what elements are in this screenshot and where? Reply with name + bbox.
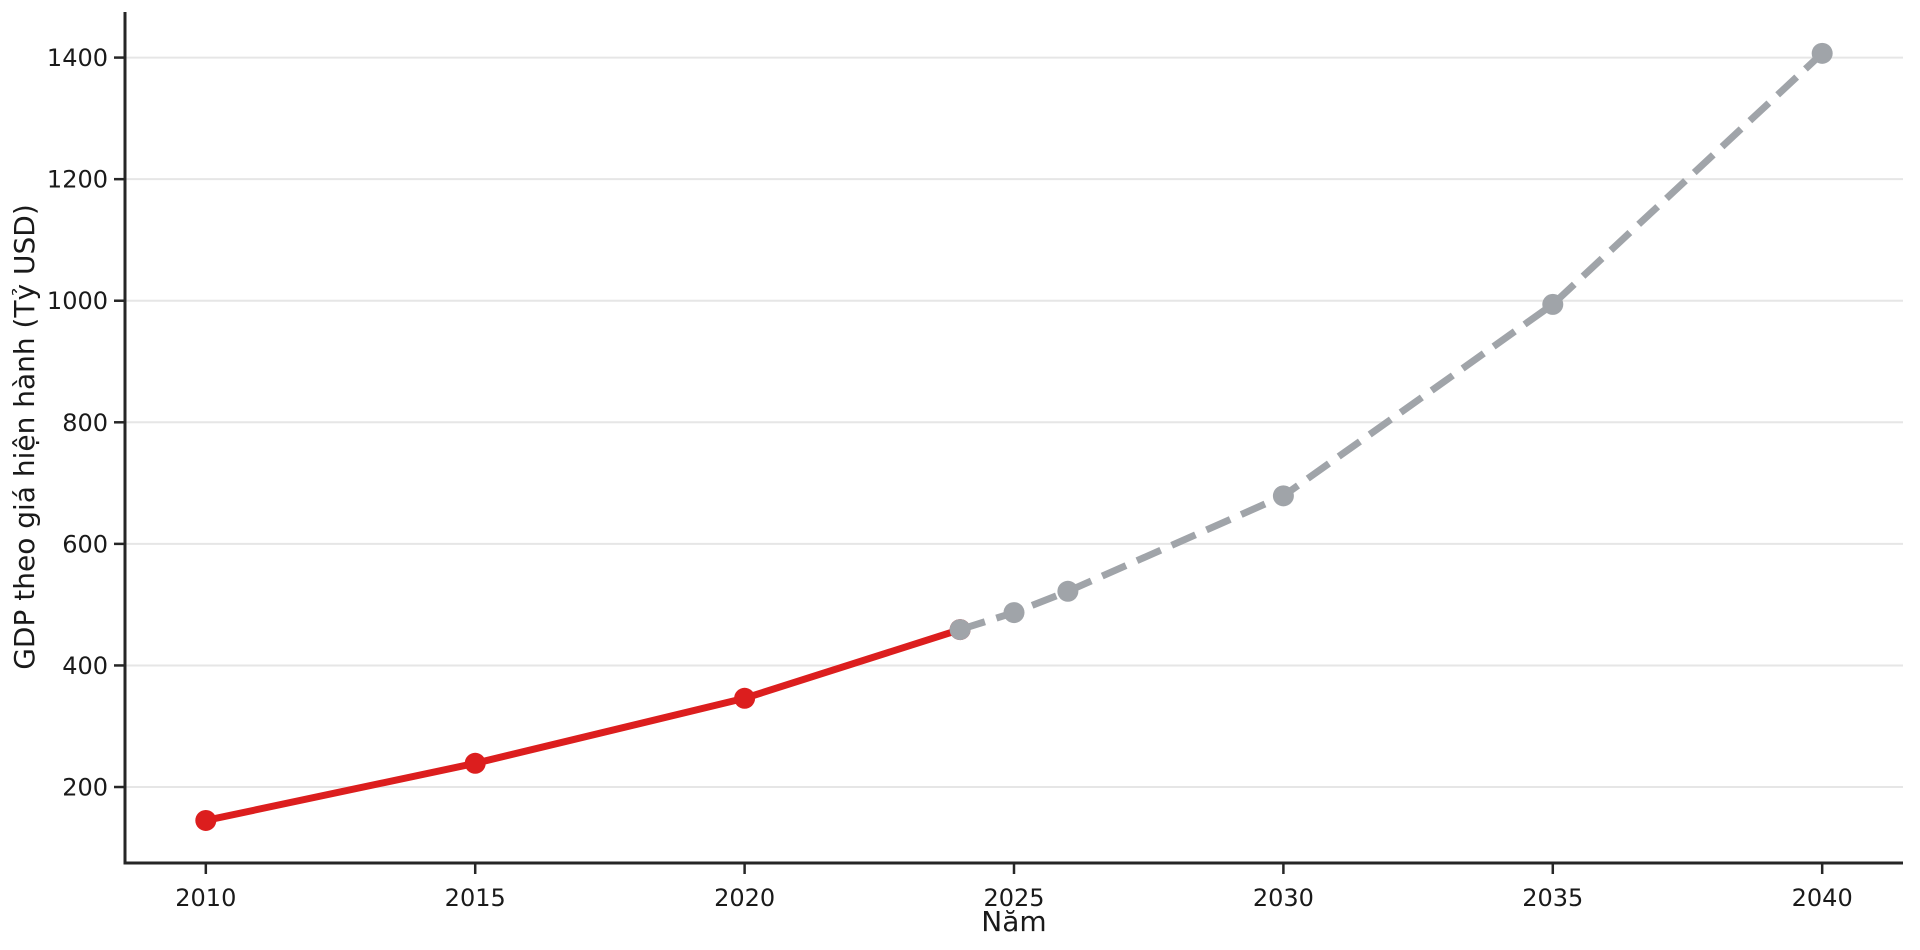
y-axis-label: GDP theo giá hiện hành (Tỷ USD) (8, 204, 41, 670)
historical-point-2010 (195, 809, 217, 831)
y-tick-label-1200: 1200 (47, 166, 108, 194)
y-tick-label-1400: 1400 (47, 44, 108, 72)
y-tick-label-400: 400 (62, 652, 108, 680)
axes-layer: 200 400 600 800 1000 1200 1400 2010 2015 2020 2025… (47, 12, 1903, 912)
forecast-point-2024 (949, 619, 971, 641)
historical-point-2015 (464, 752, 486, 774)
x-tick-label-2020: 2020 (714, 884, 775, 912)
historical-point-2020 (734, 687, 756, 709)
forecast-point-2025 (1003, 602, 1025, 624)
forecast-point-2035 (1542, 293, 1564, 315)
x-tick-label-2015: 2015 (445, 884, 506, 912)
x-tick-label-2035: 2035 (1522, 884, 1583, 912)
y-tick-label-200: 200 (62, 774, 108, 802)
forecast-point-2026 (1057, 580, 1079, 602)
forecast-point-2030 (1272, 485, 1294, 507)
series-layer (195, 42, 1833, 831)
y-tick-label-600: 600 (62, 530, 108, 558)
x-tick-label-2040: 2040 (1792, 884, 1853, 912)
x-axis-label: Năm (981, 905, 1046, 938)
forecast-point-2040 (1811, 42, 1833, 64)
x-tick-label-2025: 2025 (983, 884, 1044, 912)
gridlines-layer (125, 56, 1903, 789)
y-tick-label-800: 800 (62, 409, 108, 437)
y-tick-label-1000: 1000 (47, 287, 108, 315)
x-tick-label-2010: 2010 (175, 884, 236, 912)
x-tick-label-2030: 2030 (1253, 884, 1314, 912)
historical-line (205, 626, 962, 824)
